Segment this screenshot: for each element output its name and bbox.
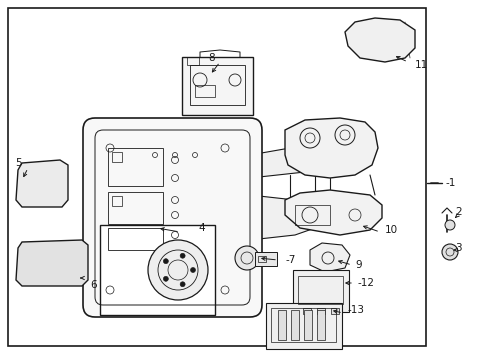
FancyBboxPatch shape: [266, 303, 342, 349]
Text: 2: 2: [455, 207, 462, 217]
Bar: [187, 57, 199, 65]
Bar: [190, 65, 245, 105]
Bar: [195, 85, 215, 97]
Circle shape: [442, 244, 458, 260]
Bar: [8, 8, 426, 346]
Polygon shape: [16, 160, 68, 207]
FancyBboxPatch shape: [182, 57, 253, 115]
FancyBboxPatch shape: [83, 118, 262, 317]
Text: -1: -1: [445, 178, 455, 188]
Polygon shape: [285, 190, 382, 235]
Circle shape: [148, 240, 208, 300]
Bar: [295, 205, 330, 225]
Text: 11: 11: [415, 60, 428, 70]
Bar: [331, 308, 339, 314]
Bar: [304, 310, 312, 340]
Bar: [278, 310, 286, 340]
Circle shape: [191, 267, 196, 273]
Text: -7: -7: [285, 255, 295, 265]
Text: 9: 9: [355, 260, 362, 270]
Polygon shape: [345, 18, 415, 62]
Polygon shape: [250, 195, 315, 240]
FancyBboxPatch shape: [293, 270, 349, 312]
Polygon shape: [285, 118, 378, 178]
Text: -12: -12: [358, 278, 375, 288]
Text: 6: 6: [90, 280, 97, 290]
Bar: [317, 310, 325, 340]
Circle shape: [180, 282, 185, 287]
Bar: [108, 192, 163, 224]
Bar: [298, 276, 343, 304]
Text: 8: 8: [208, 53, 215, 63]
Bar: [258, 256, 266, 262]
Text: 3: 3: [455, 243, 462, 253]
Polygon shape: [250, 148, 315, 178]
Text: 4: 4: [198, 223, 205, 233]
Bar: [112, 196, 122, 206]
Bar: [271, 308, 336, 342]
Bar: [108, 148, 163, 186]
Text: -13: -13: [348, 305, 365, 315]
Bar: [255, 252, 277, 266]
Circle shape: [235, 246, 259, 270]
Polygon shape: [16, 240, 88, 286]
Bar: [303, 308, 311, 314]
Circle shape: [180, 253, 185, 258]
Text: 5: 5: [15, 158, 22, 168]
Circle shape: [163, 259, 169, 264]
Bar: [100, 225, 215, 315]
Bar: [108, 228, 163, 250]
Circle shape: [445, 220, 455, 230]
Circle shape: [163, 276, 169, 281]
Bar: [317, 308, 325, 314]
Bar: [112, 152, 122, 162]
Bar: [291, 310, 299, 340]
Text: 10: 10: [385, 225, 398, 235]
Polygon shape: [310, 243, 350, 272]
